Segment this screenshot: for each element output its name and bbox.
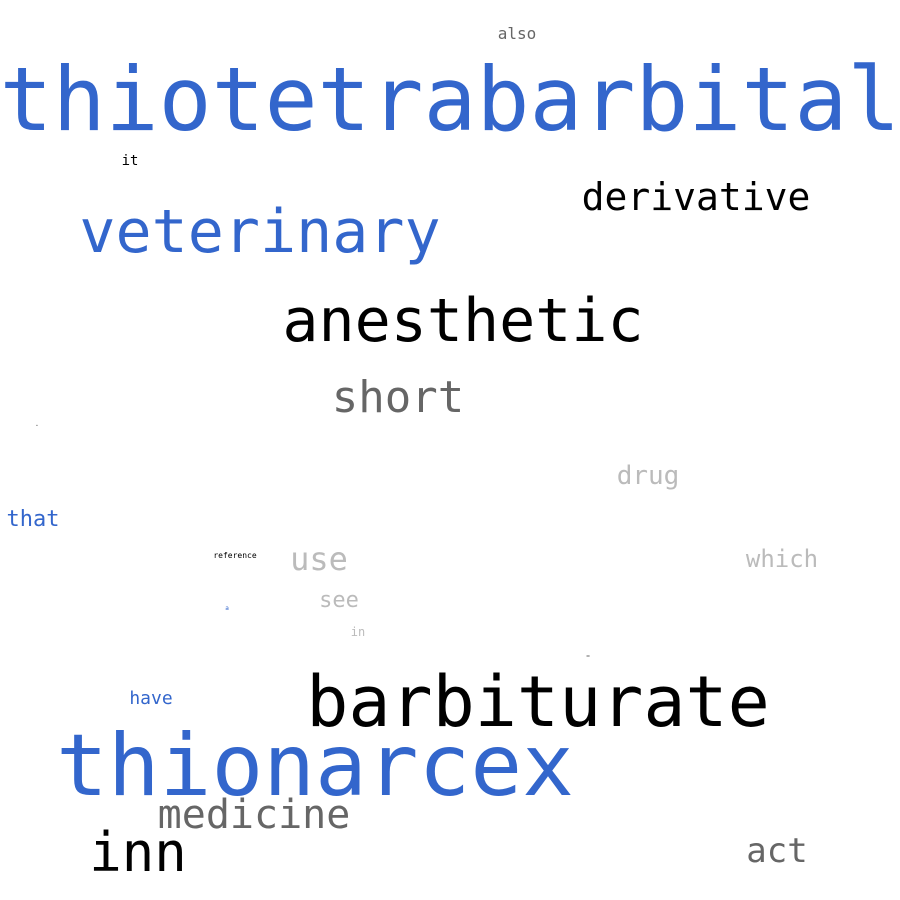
word-barbiturate: barbiturate xyxy=(306,661,770,743)
word-drug: drug xyxy=(616,461,680,491)
word-in: in xyxy=(350,625,366,639)
word-use: use xyxy=(290,540,348,578)
word-thionarcex: thionarcex xyxy=(56,716,574,816)
word-reference: reference xyxy=(213,551,257,560)
word-medicine: medicine xyxy=(157,792,351,838)
word-short: short xyxy=(331,372,465,423)
word-act: act xyxy=(746,831,808,871)
word-anesthetic: anesthetic xyxy=(282,286,644,356)
word-tiny-mark-2: a xyxy=(225,605,229,612)
word-veterinary: veterinary xyxy=(79,197,441,267)
word-have: have xyxy=(129,688,173,709)
word-that: that xyxy=(6,507,60,532)
word-derivative: derivative xyxy=(581,175,811,219)
word-which: which xyxy=(745,545,819,573)
word-also: also xyxy=(497,24,537,43)
word-inn: inn xyxy=(89,821,187,884)
word-tiny-mark-1: • xyxy=(35,423,39,428)
word-it: it xyxy=(121,153,139,169)
word-see: see xyxy=(319,588,359,613)
word-thiotetrabarbital: thiotetrabarbital xyxy=(0,48,900,151)
word-tiny-mark-3: = xyxy=(586,653,590,660)
